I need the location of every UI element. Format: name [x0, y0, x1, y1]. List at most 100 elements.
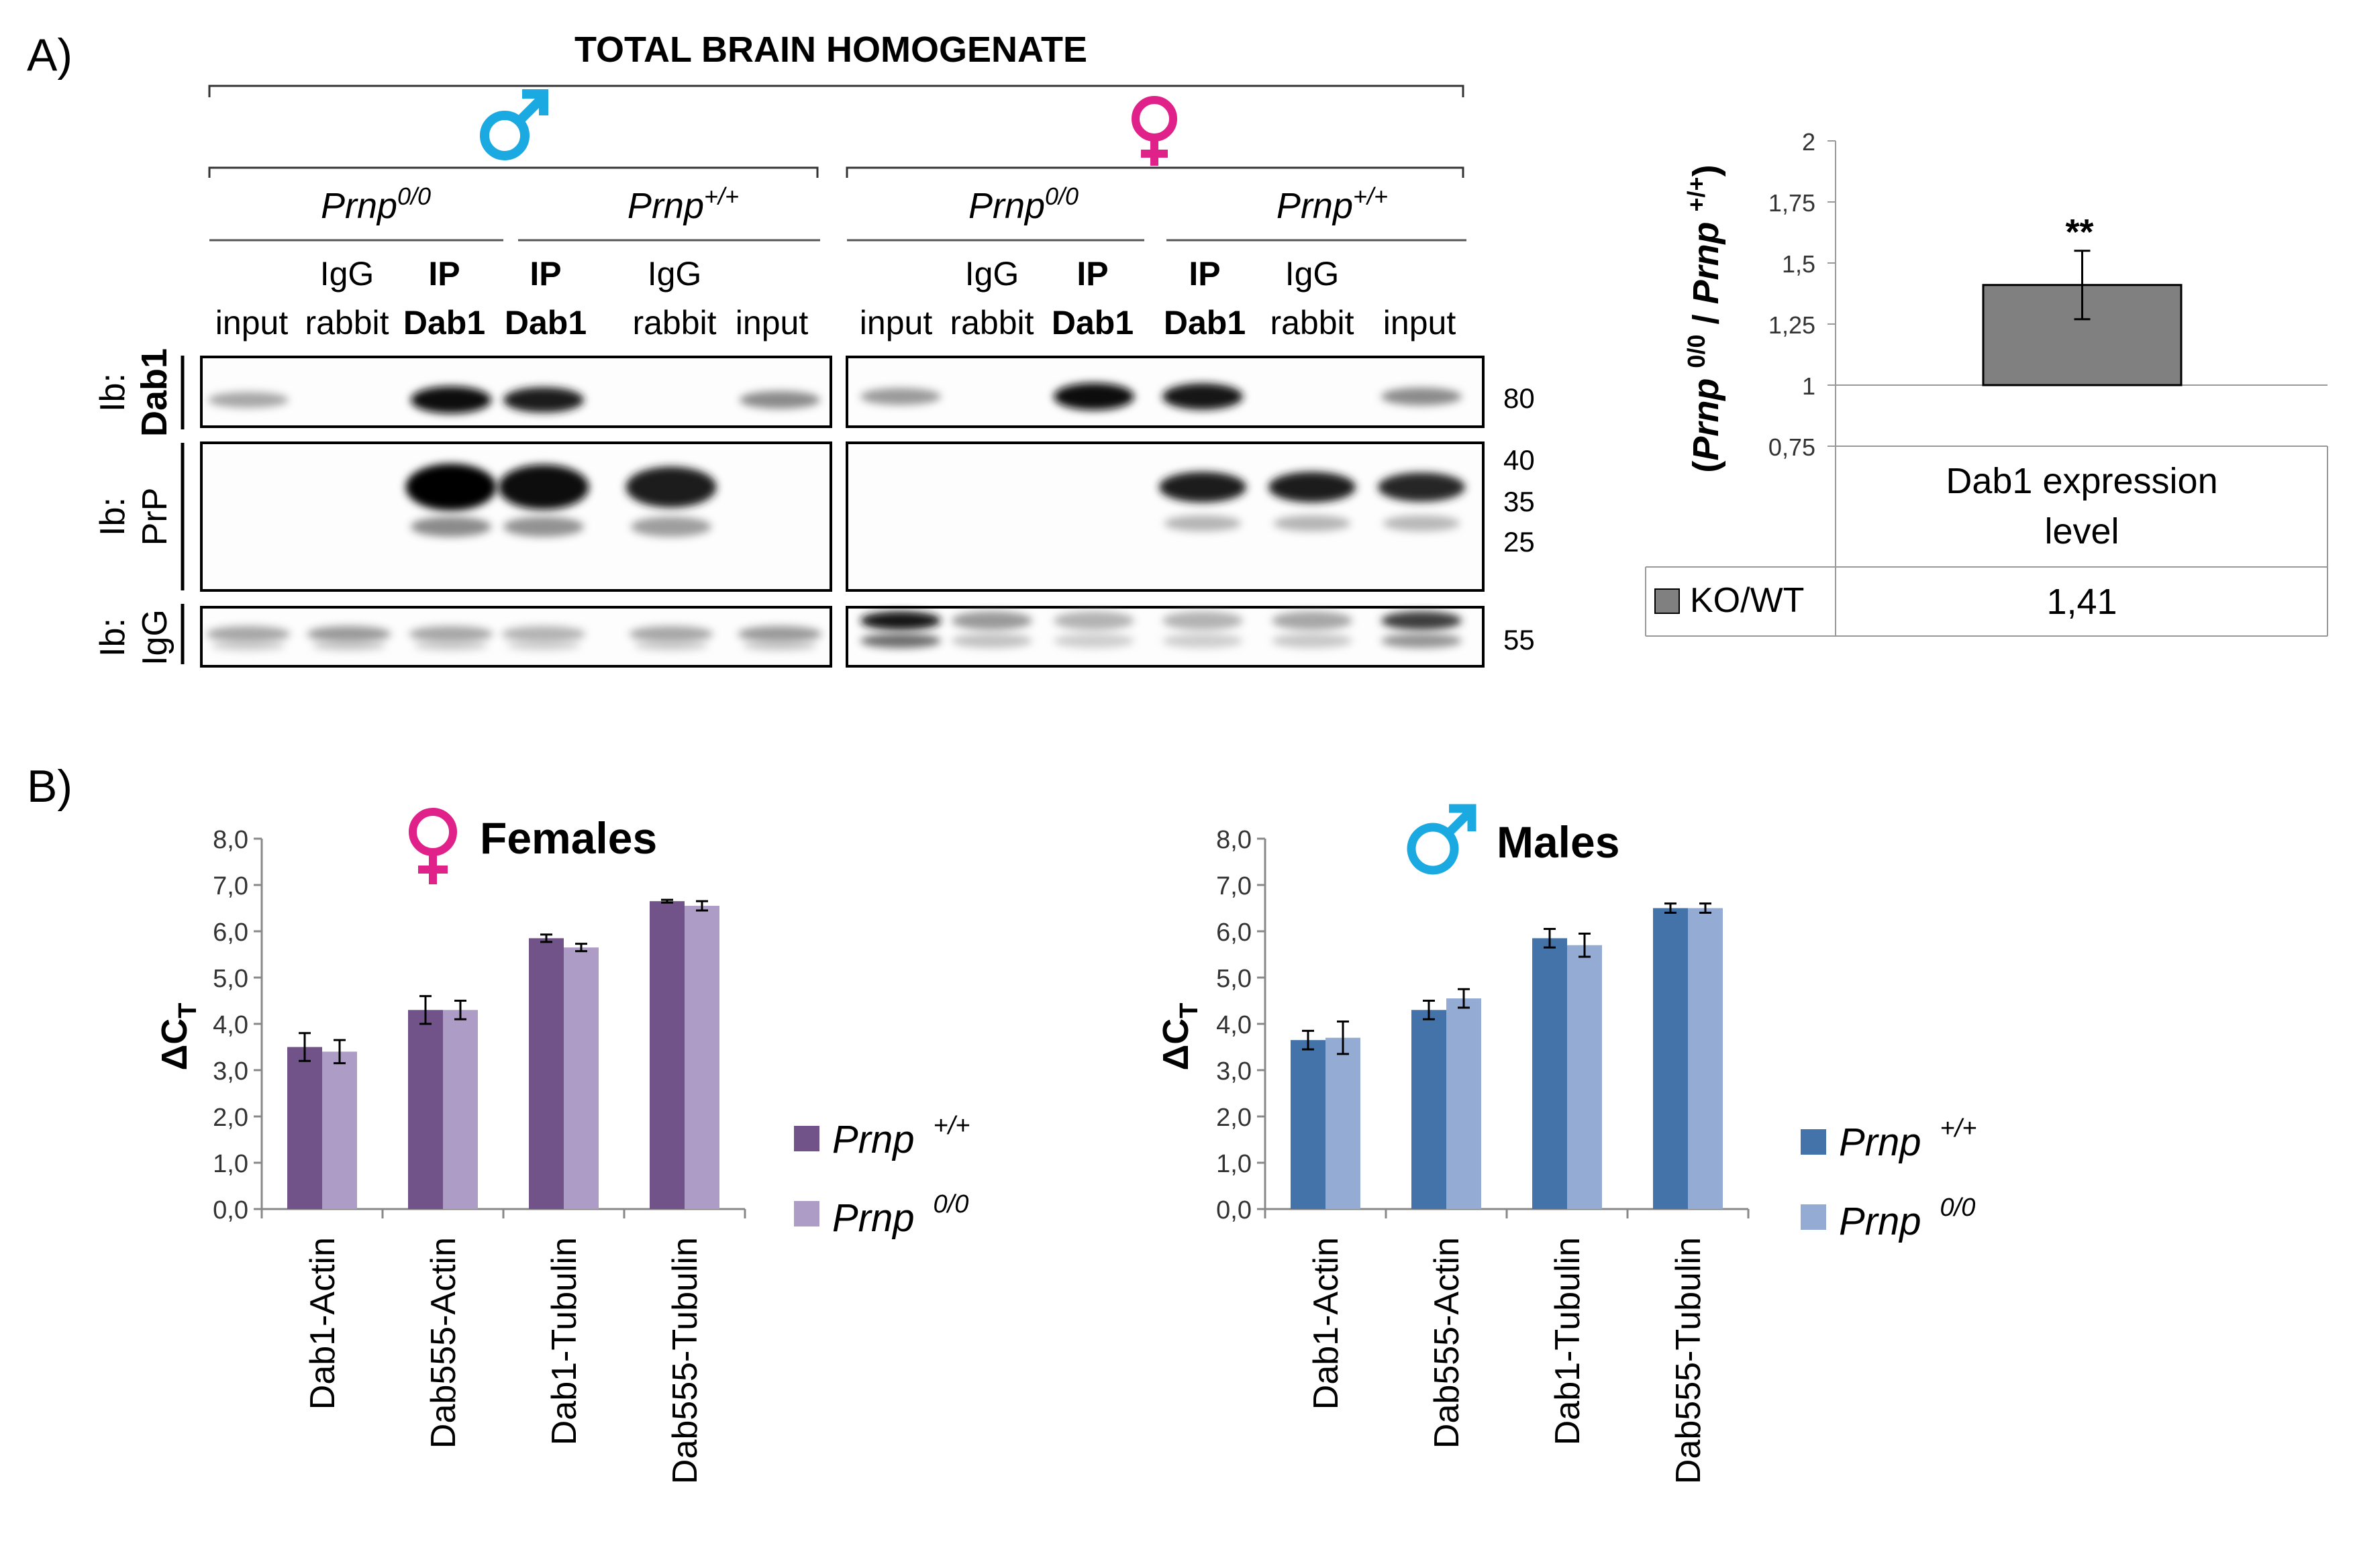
females-chart: 0,0 1,0 2,0 3,0 4,0 5,0 6,0 7,0 8,0 Dab1-Actin Dab…	[213, 826, 746, 1484]
blot-band	[1381, 611, 1462, 630]
blot-antibody-igg: IgG	[136, 609, 174, 666]
category-label: Dab1-Tubulin	[545, 1237, 584, 1445]
lane-label: rabbit	[950, 304, 1034, 342]
y-tick-label: 2,0	[213, 1104, 248, 1132]
bar-ko	[1325, 1037, 1360, 1209]
ratio-y-label: (Prnp 0/0 / Prnp +/+)	[1683, 164, 1726, 472]
blot-band	[1054, 382, 1134, 411]
y-tick-label: 0,0	[1216, 1196, 1252, 1224]
mw-marker: 55	[1503, 624, 1535, 656]
blot-band	[206, 626, 291, 642]
ratio-legend-label: KO/WT	[1690, 581, 1804, 620]
mw-marker: 80	[1503, 382, 1535, 414]
category-label-group: Dab555-Actin	[424, 1237, 463, 1449]
y-tick-label: 5,0	[1216, 965, 1252, 993]
svg-text:PrP: PrP	[136, 488, 174, 546]
y-tick-label: 5,0	[213, 965, 248, 993]
significance-annotation: **	[2065, 212, 2093, 252]
blot-bands	[206, 382, 1465, 651]
lane-label-top: IP	[428, 255, 460, 293]
male-symbol-icon	[480, 89, 548, 160]
blot-band	[1162, 633, 1243, 648]
blot-band	[952, 633, 1032, 648]
svg-text:(Prnp 0/0 / Prnp +/+): (Prnp 0/0 / Prnp +/+)	[1683, 164, 1726, 472]
bar-ko	[443, 1010, 478, 1209]
legend-label-female-ko: Prnp 0/0	[832, 1190, 968, 1240]
blot-band	[411, 386, 491, 414]
blot-antibody-prp: PrP	[136, 488, 174, 546]
female-bracket	[846, 166, 1464, 178]
blot-band	[503, 387, 584, 413]
ratio-value-label: 1,41	[2046, 582, 2117, 622]
blot-band	[405, 464, 497, 511]
panel-a-title: TOTAL BRAIN HOMOGENATE	[574, 30, 1087, 70]
blot-band	[411, 517, 491, 537]
blot-band	[1381, 633, 1462, 648]
blot-antibody-dab1: Dab1	[134, 348, 174, 437]
blot-band	[507, 640, 581, 651]
svg-text:IgG: IgG	[136, 609, 174, 666]
lane-label-top: IgG	[648, 255, 702, 293]
blot-band	[1273, 515, 1351, 531]
male-title-symbol-icon	[1407, 804, 1476, 875]
blot-band	[1378, 472, 1465, 502]
bar-wt	[1532, 938, 1567, 1209]
blot-band	[1381, 387, 1462, 406]
blot-band	[860, 633, 941, 648]
blot-label-igg: Ib:	[93, 618, 132, 657]
blot-prp-right	[846, 441, 1485, 592]
blot-igg-right	[846, 606, 1485, 668]
blot-band	[1162, 383, 1243, 410]
category-label-group: Dab555-Tubulin	[666, 1237, 705, 1484]
ratio-tick-label: 1,5	[1782, 250, 1815, 278]
male-bracket	[208, 166, 819, 178]
lane-label: Dab1	[505, 304, 587, 342]
lane-label-top: IP	[530, 255, 561, 293]
genotype-header-male-ko: Prnp0/0	[321, 182, 431, 226]
genotype-header-female-ko: Prnp0/0	[968, 182, 1079, 226]
category-label: Dab555-Tubulin	[1669, 1237, 1708, 1484]
blot-band	[1272, 611, 1352, 630]
lane-label: rabbit	[305, 304, 389, 342]
lane-label-top: IgG	[1285, 255, 1340, 293]
blot-band	[503, 517, 584, 537]
blot-band	[211, 640, 285, 651]
y-tick-label: 8,0	[1216, 826, 1252, 854]
legend-label-male-wt: Prnp +/+	[1839, 1114, 1976, 1164]
blot-band	[1159, 472, 1246, 503]
ratio-legend-swatch	[1654, 588, 1680, 614]
y-tick-label: 7,0	[213, 872, 248, 900]
category-label-group: Dab555-Tubulin	[1669, 1237, 1708, 1484]
svg-text:Dab1: Dab1	[134, 348, 174, 437]
y-tick-label: 8,0	[213, 826, 248, 854]
bar-wt	[408, 1010, 443, 1209]
bar-wt	[1653, 908, 1688, 1209]
category-label: Dab1-Tubulin	[1548, 1237, 1587, 1445]
y-tick-label: 2,0	[1216, 1104, 1252, 1132]
blot-band	[743, 640, 817, 651]
lane-label: rabbit	[632, 304, 716, 342]
svg-text:Ib:: Ib:	[93, 373, 132, 412]
lane-label: rabbit	[1270, 304, 1354, 342]
blot-band	[634, 640, 708, 651]
ratio-bars: **	[1982, 212, 2183, 386]
lane-label: input	[860, 304, 933, 342]
genotype-header-male-wt: Prnp+/+	[628, 182, 739, 226]
svg-text:ΔCT: ΔCT	[154, 1002, 202, 1070]
y-tick-label: 1,0	[1216, 1150, 1252, 1178]
blot-label-prp: Ib:	[93, 497, 132, 536]
blot-band	[409, 626, 493, 642]
y-tick-label: 6,0	[213, 919, 248, 947]
lane-label: input	[215, 304, 289, 342]
ratio-tick-label: 1,25	[1768, 311, 1815, 339]
lane-label: Dab1	[1052, 304, 1134, 342]
legend-swatch-male-wt	[1801, 1129, 1826, 1155]
female-symbol-icon	[1132, 96, 1177, 166]
blot-band	[307, 626, 391, 642]
bar-ko	[564, 947, 599, 1209]
category-label: Dab555-Tubulin	[666, 1237, 705, 1484]
svg-text:Ib:: Ib:	[93, 618, 132, 657]
ratio-tick-label: 2	[1802, 128, 1815, 156]
ratio-chart: (Prnp 0/0 / Prnp +/+) 0,7511,251,51,752 …	[1645, 128, 2328, 637]
